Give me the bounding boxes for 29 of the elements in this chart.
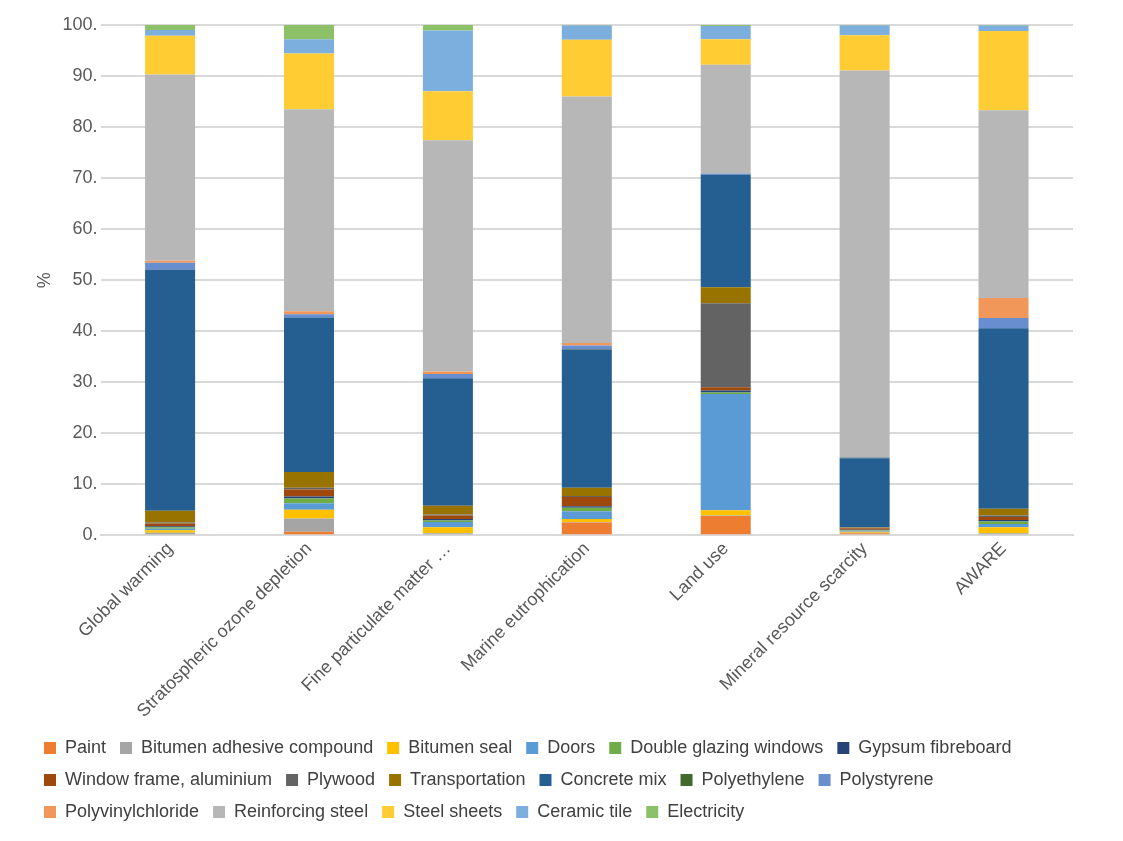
legend-label: Paint (65, 736, 107, 757)
legend-label: Polyethylene (701, 768, 805, 789)
legend-label: Polystyrene (839, 768, 934, 789)
legend-label: Reinforcing steel (234, 800, 369, 821)
legend-label: Concrete mix (560, 768, 667, 789)
y-tick-label: 60. (72, 218, 98, 239)
legend-label: Ceramic tile (537, 800, 633, 821)
y-tick-label: 0. (82, 524, 98, 545)
y-tick-label: 50. (72, 269, 98, 290)
y-tick-label: 20. (72, 422, 98, 443)
y-axis-title: % (33, 272, 54, 289)
legend-label: Bitumen seal (408, 736, 513, 757)
y-tick-label: 30. (72, 371, 98, 392)
legend-label: Steel sheets (403, 800, 503, 821)
legend-label: Double glazing windows (630, 736, 824, 757)
y-tick-label: 70. (72, 167, 98, 188)
legend-label: Polyvinylchloride (65, 800, 200, 821)
legend-label: Plywood (307, 768, 376, 789)
y-tick-label: 10. (72, 473, 98, 494)
legend-label: Bitumen adhesive compound (141, 736, 374, 757)
legend-label: Transportation (410, 768, 526, 789)
y-tick-label: 40. (72, 320, 98, 341)
legend-label: Doors (547, 736, 596, 757)
legend-label: Electricity (667, 800, 745, 821)
y-tick-label: 90. (72, 65, 98, 85)
legend-label: Window frame, aluminium (65, 768, 273, 789)
legend-label: Gypsum fibreboard (858, 736, 1012, 757)
y-tick-label: 100. (62, 13, 98, 34)
y-tick-label: 80. (72, 116, 98, 137)
